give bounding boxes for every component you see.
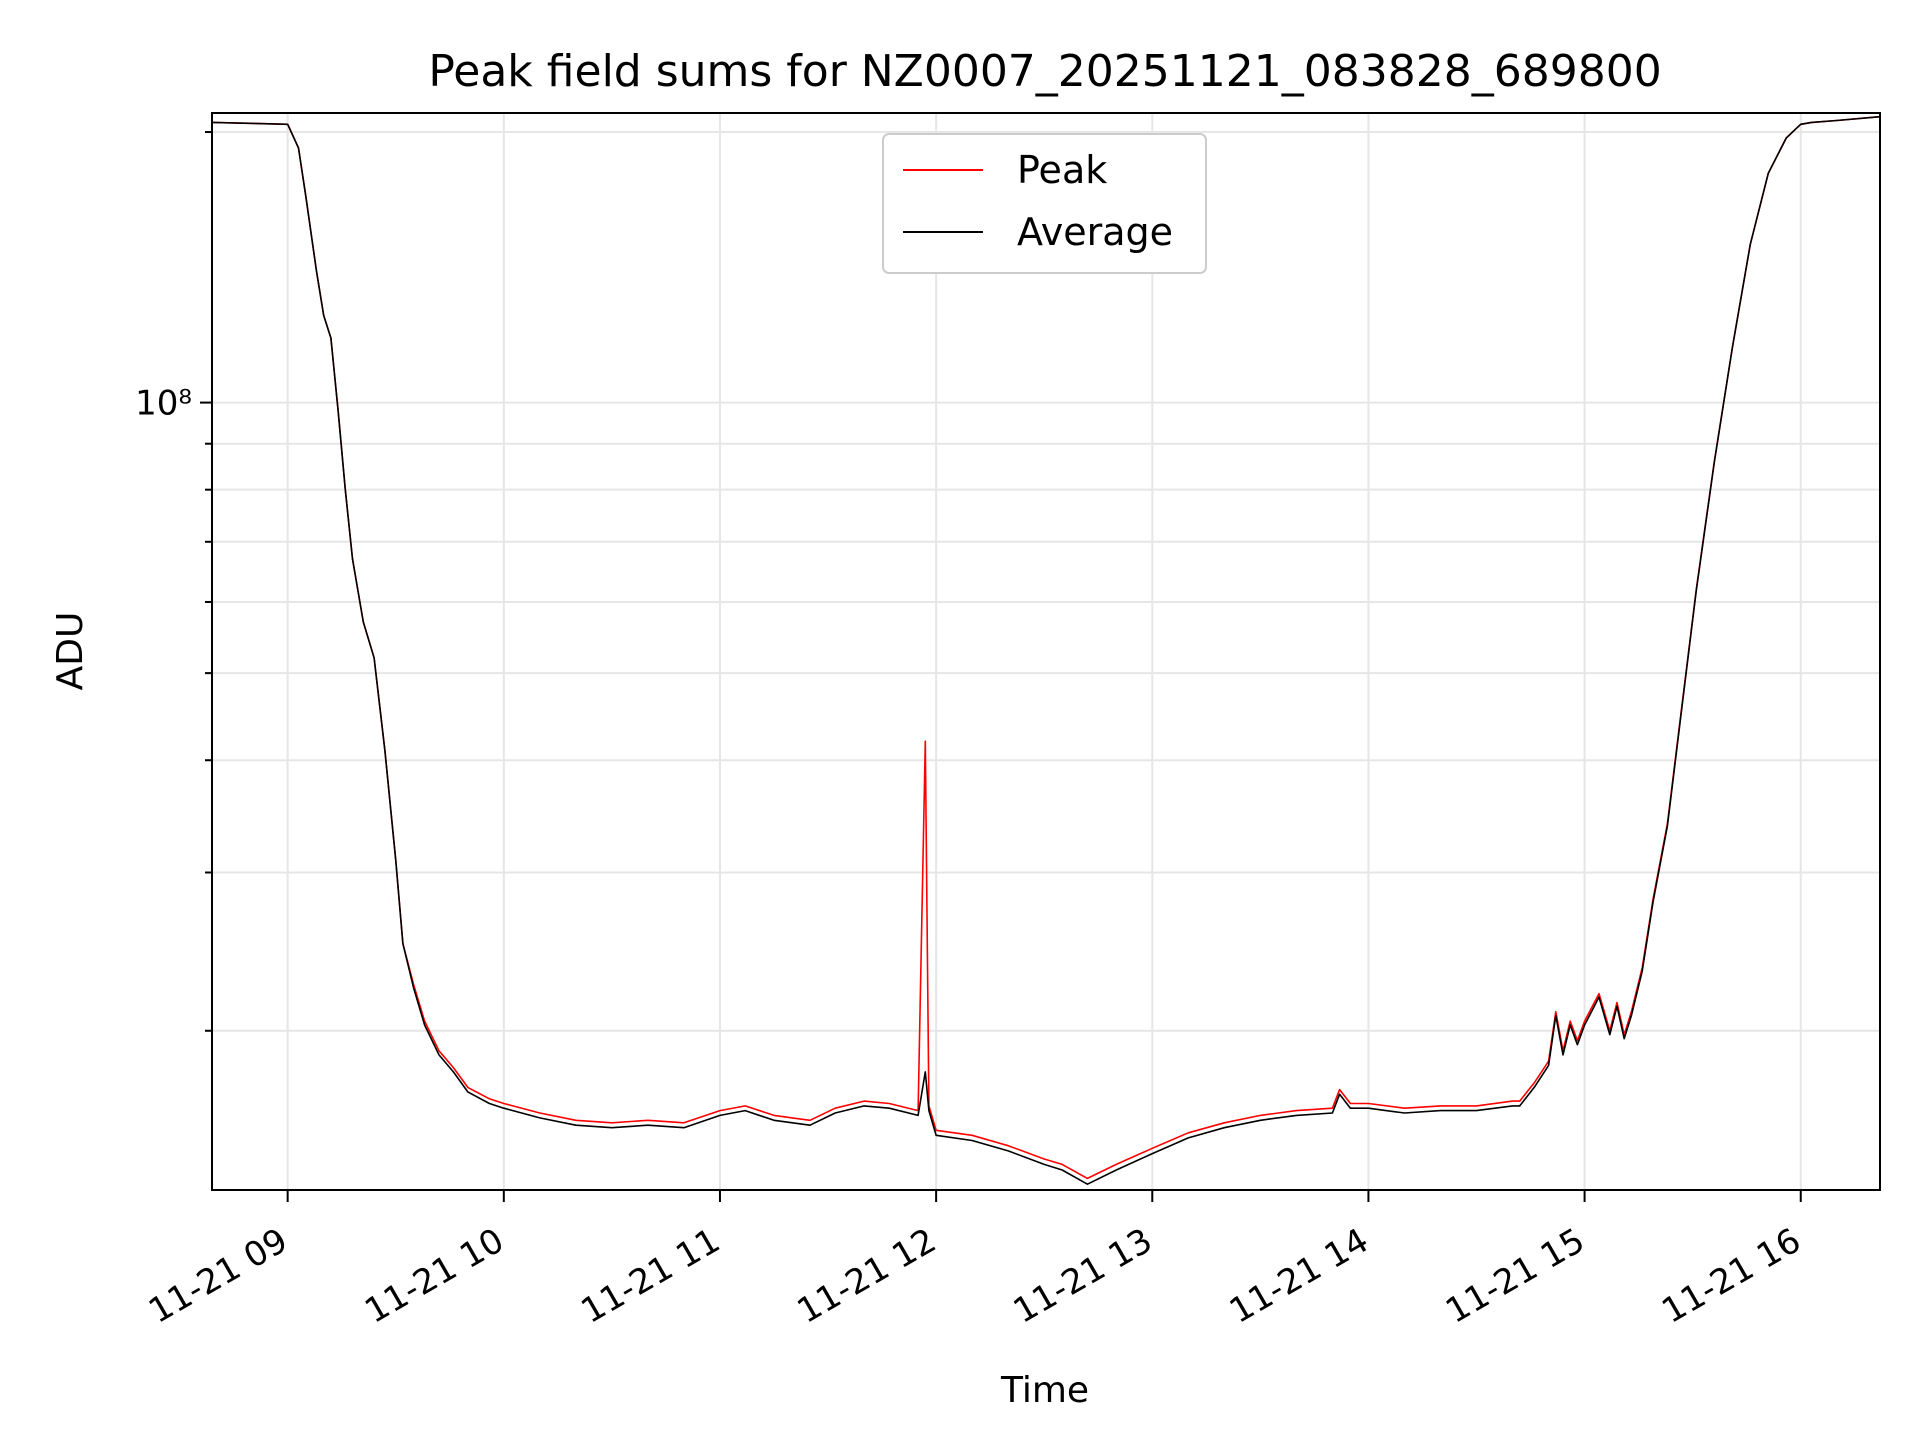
legend-average-label: Average <box>1017 210 1173 254</box>
legend: Peak Average <box>882 133 1207 274</box>
y-tick-label: 10⁸ <box>135 384 192 424</box>
plot-series <box>211 115 1881 1185</box>
plot-frame <box>211 112 1881 1191</box>
legend-peak-label: Peak <box>1017 148 1107 192</box>
x-axis-label: Time <box>1000 1370 1089 1411</box>
grid <box>212 113 1880 1190</box>
series-line-average <box>211 115 1881 1185</box>
y-axis-label: ADU <box>50 612 91 691</box>
chart-title: Peak field sums for NZ0007_20251121_0838… <box>428 46 1661 97</box>
legend-box <box>882 133 1207 274</box>
